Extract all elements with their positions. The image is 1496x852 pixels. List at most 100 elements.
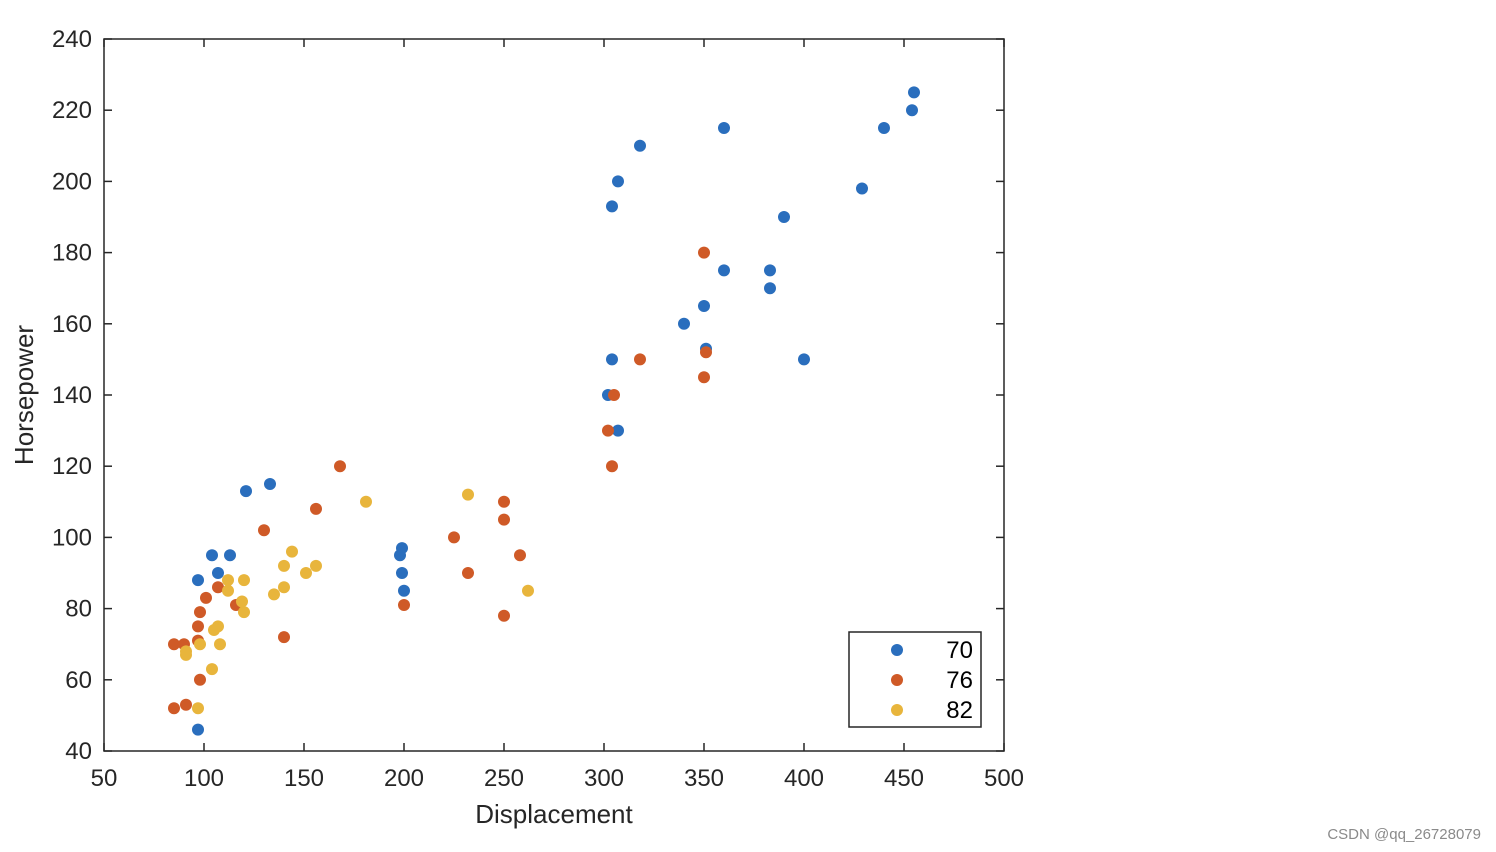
data-point-series-82 <box>180 645 192 658</box>
data-point-series-70 <box>206 549 218 562</box>
data-point-series-76 <box>310 502 322 515</box>
data-point-series-70 <box>240 485 252 498</box>
data-point-series-76 <box>212 581 224 594</box>
data-point-series-76 <box>278 631 290 644</box>
data-point-series-70 <box>224 549 236 562</box>
legend-label: 70 <box>946 637 973 664</box>
legend-box <box>848 631 982 728</box>
data-point-series-76 <box>700 346 712 359</box>
y-tick-label: 120 <box>52 453 92 480</box>
y-tick-label: 80 <box>65 596 92 623</box>
data-point-series-82 <box>212 620 224 633</box>
data-point-series-76 <box>258 524 270 537</box>
watermark-text: CSDN @qq_26728079 <box>1327 826 1481 843</box>
data-point-series-76 <box>498 513 510 526</box>
legend-label: 76 <box>946 667 973 694</box>
data-point-series-76 <box>698 246 710 259</box>
x-tick-label: 200 <box>384 765 424 792</box>
data-point-series-70 <box>778 211 790 223</box>
data-point-series-76 <box>194 606 206 619</box>
data-point-series-70 <box>718 122 730 134</box>
data-point-series-70 <box>764 264 776 277</box>
data-point-series-70 <box>856 182 868 195</box>
data-point-series-76 <box>398 599 410 612</box>
data-point-series-76 <box>634 353 646 366</box>
data-point-series-76 <box>194 673 206 686</box>
x-tick-label: 250 <box>484 765 524 792</box>
data-point-series-82 <box>192 702 204 715</box>
legend-marker <box>891 674 903 686</box>
data-point-series-82 <box>238 606 250 619</box>
legend-marker <box>891 704 903 716</box>
data-point-series-76 <box>498 495 510 508</box>
data-point-series-70 <box>606 353 618 366</box>
data-point-series-82 <box>238 574 250 587</box>
data-point-series-82 <box>222 574 234 587</box>
data-point-series-82 <box>360 495 372 508</box>
x-tick-label: 100 <box>184 765 224 792</box>
data-point-series-76 <box>192 620 204 633</box>
data-point-series-70 <box>192 574 204 587</box>
data-point-series-76 <box>602 424 614 437</box>
data-point-series-76 <box>448 531 460 544</box>
data-point-series-70 <box>264 478 276 490</box>
legend-marker <box>891 644 903 656</box>
x-tick-label: 350 <box>684 765 724 792</box>
data-point-series-70 <box>698 300 710 312</box>
x-tick-label: 50 <box>91 765 118 792</box>
data-point-series-82 <box>206 663 218 676</box>
data-point-series-76 <box>334 460 346 473</box>
data-point-series-76 <box>200 591 212 604</box>
x-tick-label: 500 <box>984 765 1024 792</box>
data-point-series-76 <box>462 567 474 579</box>
y-tick-label: 240 <box>52 26 92 53</box>
data-points <box>168 86 920 736</box>
x-tick-label: 400 <box>784 765 824 792</box>
data-point-series-82 <box>278 581 290 594</box>
data-point-series-82 <box>268 588 280 601</box>
y-tick-label: 140 <box>52 382 92 409</box>
y-tick-label: 200 <box>52 168 92 195</box>
data-point-series-82 <box>236 595 248 608</box>
x-tick-labels: 50 100 150 200 250 300 350 400 450 500 <box>91 765 1024 792</box>
y-axis-label: Horsepower <box>9 325 39 466</box>
data-point-series-70 <box>908 86 920 99</box>
y-tick-label: 160 <box>52 311 92 338</box>
data-point-series-76 <box>180 698 192 711</box>
data-point-series-82 <box>278 559 290 572</box>
data-point-series-70 <box>606 200 618 213</box>
x-axis-label: Displacement <box>475 799 633 829</box>
data-point-series-70 <box>718 264 730 277</box>
y-tick-label: 40 <box>65 738 92 765</box>
data-point-series-82 <box>222 584 234 597</box>
data-point-series-70 <box>192 723 204 736</box>
data-point-series-70 <box>634 139 646 152</box>
data-point-series-82 <box>194 638 206 651</box>
data-point-series-70 <box>612 424 624 437</box>
data-point-series-76 <box>168 702 180 715</box>
data-point-series-76 <box>698 371 710 384</box>
y-tick-label: 100 <box>52 524 92 551</box>
data-point-series-82 <box>300 567 312 579</box>
y-tick-label: 180 <box>52 240 92 267</box>
data-point-series-70 <box>906 104 918 117</box>
x-tick-label: 150 <box>284 765 324 792</box>
data-point-series-82 <box>522 584 534 597</box>
data-point-series-70 <box>212 567 224 579</box>
data-point-series-70 <box>396 567 408 579</box>
data-point-series-76 <box>498 609 510 622</box>
data-point-series-82 <box>462 488 474 501</box>
x-tick-label: 450 <box>884 765 924 792</box>
data-point-series-70 <box>398 584 410 597</box>
data-point-series-70 <box>678 317 690 330</box>
y-tick-labels: 40 60 80 100 120 140 160 180 200 220 240 <box>52 26 92 765</box>
data-point-series-82 <box>310 559 322 572</box>
data-point-series-76 <box>168 638 180 651</box>
data-point-series-70 <box>764 282 776 295</box>
data-point-series-82 <box>214 638 226 651</box>
legend: 70 76 82 <box>848 631 982 728</box>
legend-label: 82 <box>946 697 973 724</box>
y-tick-label: 220 <box>52 97 92 124</box>
data-point-series-76 <box>514 549 526 562</box>
